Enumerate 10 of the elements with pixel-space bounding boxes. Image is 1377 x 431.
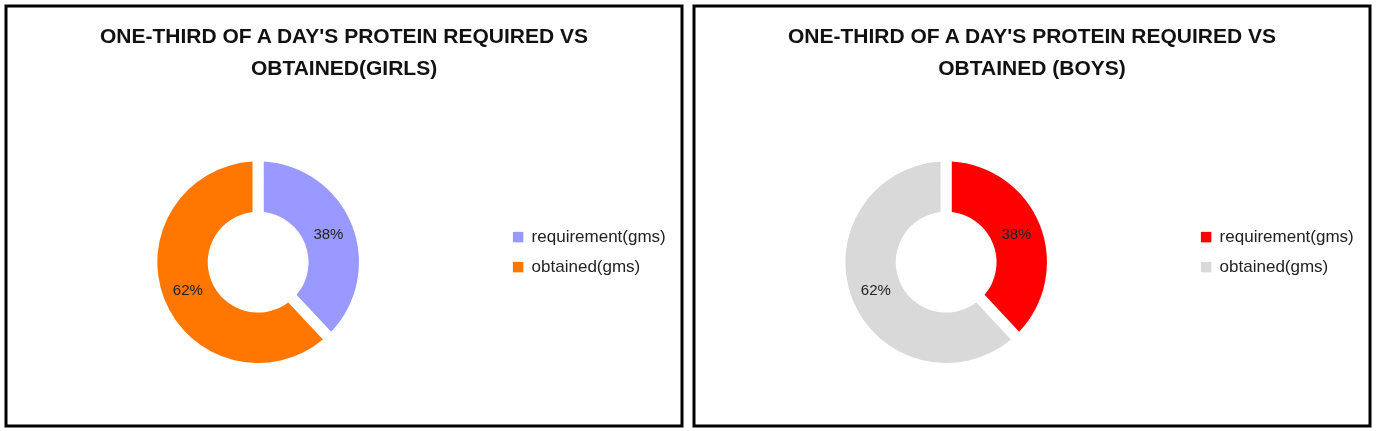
legend-label: obtained(gms) <box>531 257 641 277</box>
legend-label: requirement(gms) <box>1219 227 1354 247</box>
legend-label: requirement(gms) <box>531 227 666 247</box>
data-label: 62% <box>860 281 891 299</box>
chart-title: ONE-THIRD OF A DAY'S PROTEIN REQUIRED VS OBTAINED (BOYS) <box>787 24 1277 79</box>
data-label: 38% <box>1001 225 1032 243</box>
data-label: 38% <box>313 225 344 243</box>
data-label: 62% <box>172 281 203 299</box>
legend-label: obtained(gms) <box>1219 257 1329 277</box>
chart-title: ONE-THIRD OF A DAY'S PROTEIN REQUIRED VS OBTAINED(GIRLS) <box>99 24 589 79</box>
